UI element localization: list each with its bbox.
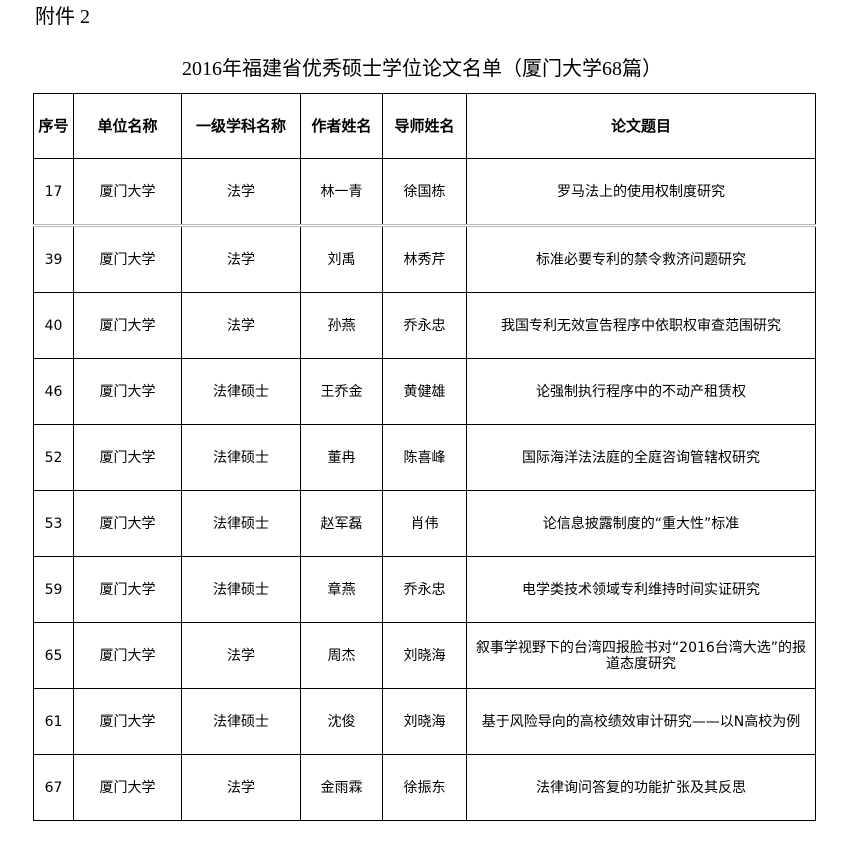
table-row: 65 厦门大学 法学 周杰 刘晓海 叙事学视野下的台湾四报脸书对“2016台湾大选”的报道… [33, 622, 816, 689]
advisor-cell: 黄健雄 [382, 358, 467, 425]
author-cell: 章燕 [300, 556, 383, 623]
advisor-cell: 肖伟 [382, 490, 467, 557]
table-row: 40 厦门大学 法学 孙燕 乔永忠 我国专利无效宣告程序中依职权审查范围研究 [33, 292, 816, 359]
advisor-cell: 乔永忠 [382, 556, 467, 623]
advisor-cell: 徐振东 [382, 754, 467, 821]
author-cell: 林一青 [300, 158, 383, 226]
thesis-title-cell: 叙事学视野下的台湾四报脸书对“2016台湾大选”的报道态度研究 [466, 622, 816, 689]
table-row: 67 厦门大学 法学 金雨霖 徐振东 法律询问答复的功能扩张及其反思 [33, 754, 816, 821]
advisor-cell: 徐国栋 [382, 158, 467, 226]
header-unit: 单位名称 [73, 93, 182, 159]
discipline-cell: 法律硕士 [181, 490, 301, 557]
index-cell: 17 [33, 158, 74, 226]
author-cell: 周杰 [300, 622, 383, 689]
index-cell: 65 [33, 622, 74, 689]
thesis-title-cell: 国际海洋法法庭的全庭咨询管辖权研究 [466, 424, 816, 491]
author-cell: 孙燕 [300, 292, 383, 359]
thesis-title-cell: 论强制执行程序中的不动产租赁权 [466, 358, 816, 425]
author-cell: 金雨霖 [300, 754, 383, 821]
index-cell: 52 [33, 424, 74, 491]
thesis-title-cell: 我国专利无效宣告程序中依职权审查范围研究 [466, 292, 816, 359]
table-row: 59 厦门大学 法律硕士 章燕 乔永忠 电学类技术领域专利维持时间实证研究 [33, 556, 816, 623]
index-cell: 61 [33, 688, 74, 755]
thesis-title-cell: 标准必要专利的禁令救济问题研究 [466, 224, 816, 293]
unit-cell: 厦门大学 [73, 754, 182, 821]
index-cell: 53 [33, 490, 74, 557]
unit-cell: 厦门大学 [73, 158, 182, 226]
index-cell: 40 [33, 292, 74, 359]
discipline-cell: 法律硕士 [181, 358, 301, 425]
header-author: 作者姓名 [300, 93, 383, 159]
thesis-title-cell: 电学类技术领域专利维持时间实证研究 [466, 556, 816, 623]
advisor-cell: 刘晓海 [382, 622, 467, 689]
author-cell: 沈俊 [300, 688, 383, 755]
unit-cell: 厦门大学 [73, 358, 182, 425]
discipline-cell: 法律硕士 [181, 424, 301, 491]
advisor-cell: 林秀芹 [382, 224, 467, 293]
table-row: 46 厦门大学 法律硕士 王乔金 黄健雄 论强制执行程序中的不动产租赁权 [33, 358, 816, 425]
discipline-cell: 法学 [181, 224, 301, 293]
thesis-title-cell: 罗马法上的使用权制度研究 [466, 158, 816, 226]
author-cell: 董冉 [300, 424, 383, 491]
discipline-cell: 法律硕士 [181, 556, 301, 623]
unit-cell: 厦门大学 [73, 292, 182, 359]
discipline-cell: 法学 [181, 622, 301, 689]
unit-cell: 厦门大学 [73, 490, 182, 557]
index-cell: 67 [33, 754, 74, 821]
discipline-cell: 法学 [181, 754, 301, 821]
thesis-table: 序号 单位名称 一级学科名称 作者姓名 导师姓名 论文题目 17 厦门大学 法学 林一青 徐国栋罗… [33, 93, 816, 821]
advisor-cell: 乔永忠 [382, 292, 467, 359]
thesis-title-cell: 论信息披露制度的“重大性”标准 [466, 490, 816, 557]
author-cell: 王乔金 [300, 358, 383, 425]
index-cell: 46 [33, 358, 74, 425]
advisor-cell: 陈喜峰 [382, 424, 467, 491]
discipline-cell: 法学 [181, 292, 301, 359]
author-cell: 刘禹 [300, 224, 383, 293]
index-cell: 39 [33, 224, 74, 293]
advisor-cell: 刘晓海 [382, 688, 467, 755]
header-discipline: 一级学科名称 [181, 93, 301, 159]
discipline-cell: 法学 [181, 158, 301, 226]
thesis-title-cell: 法律询问答复的功能扩张及其反思 [466, 754, 816, 821]
discipline-cell: 法律硕士 [181, 688, 301, 755]
header-index: 序号 [33, 93, 74, 159]
unit-cell: 厦门大学 [73, 688, 182, 755]
unit-cell: 厦门大学 [73, 224, 182, 293]
table-row: 53 厦门大学 法律硕士 赵军磊 肖伟 论信息披露制度的“重大性”标准 [33, 490, 816, 557]
thesis-title-cell: 基于风险导向的高校绩效审计研究——以N高校为例 [466, 688, 816, 755]
unit-cell: 厦门大学 [73, 424, 182, 491]
table-row: 39 厦门大学 法学 刘禹 林秀芹 标准必要专利的禁令救济问题研究 [33, 224, 816, 293]
header-thesis-title: 论文题目 [466, 93, 816, 159]
author-cell: 赵军磊 [300, 490, 383, 557]
header-advisor: 导师姓名 [382, 93, 467, 159]
document-title: 2016年福建省优秀硕士学位论文名单（厦门大学68篇） [182, 58, 662, 80]
index-cell: 59 [33, 556, 74, 623]
table-row: 52 厦门大学 法律硕士 董冉 陈喜峰 国际海洋法法庭的全庭咨询管辖权研究 [33, 424, 816, 491]
table-header: 序号 单位名称 一级学科名称 作者姓名 导师姓名 论文题目 [33, 93, 816, 159]
table-row: 61 厦门大学 法律硕士 沈俊 刘晓海 基于风险导向的高校绩效审计研究——以N高校为例 [33, 688, 816, 755]
attachment-label: 附件 2 [35, 6, 90, 28]
unit-cell: 厦门大学 [73, 622, 182, 689]
unit-cell: 厦门大学 [73, 556, 182, 623]
table-row: 17 厦门大学 法学 林一青 徐国栋 罗马法上的使用权制度研究 [33, 158, 816, 226]
